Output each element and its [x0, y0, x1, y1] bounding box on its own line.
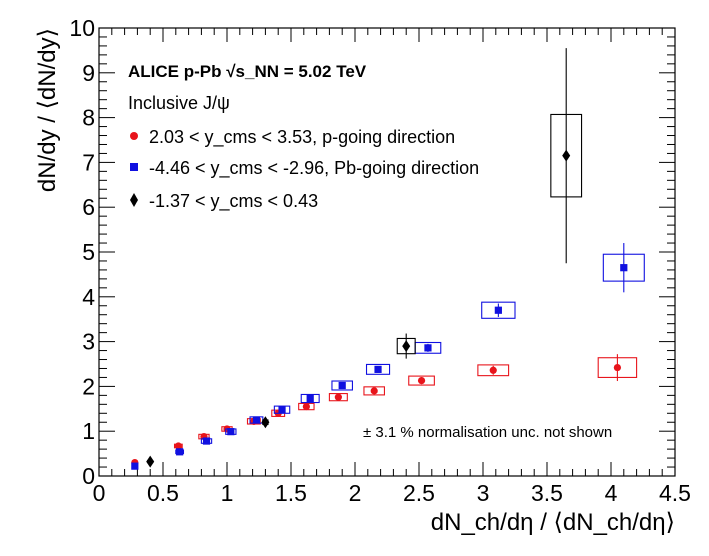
x-axis-title: dN_ch/dη / ⟨dN_ch/dη⟩	[431, 509, 675, 536]
x-tick-label: 1	[221, 480, 234, 506]
data-point	[334, 393, 342, 401]
legend-marker-mid	[130, 193, 138, 207]
sys-box	[363, 386, 385, 396]
chart-subtitle: Inclusive J/ψ	[128, 93, 230, 113]
x-tick-labels: 0 0.5 1 1.5 2 2.5 3 3.5 4 4.5	[93, 480, 691, 506]
data-point	[562, 149, 571, 162]
data-point	[261, 416, 270, 429]
y-tick-label: 1	[82, 418, 95, 444]
x-tick-label: 3.5	[531, 480, 563, 506]
data-point	[402, 340, 411, 353]
y-tick-label: 4	[82, 284, 95, 310]
data-point	[174, 442, 182, 450]
x-tick-label: 1.5	[275, 480, 307, 506]
data-point	[202, 437, 211, 445]
y-tick-label: 5	[82, 239, 95, 265]
data-point	[417, 376, 426, 385]
y-tick-label: 10	[69, 15, 95, 41]
legend-marker-p-going	[130, 132, 138, 140]
data-point	[620, 264, 628, 272]
y-tick-label: 9	[82, 60, 95, 86]
sys-box	[300, 393, 320, 404]
sys-box	[481, 301, 516, 319]
x-tick-label: 2	[349, 480, 362, 506]
data-point	[370, 387, 378, 395]
sys-box	[477, 364, 510, 377]
y-tick-label: 6	[82, 194, 95, 220]
data-point	[131, 462, 139, 470]
data-marks	[131, 48, 645, 470]
data-point	[146, 455, 155, 468]
y-tick-label: 3	[82, 329, 95, 355]
y-tick-label: 8	[82, 105, 95, 131]
legend-label-pb-going: -4.46 < y_cms < -2.96, Pb-going directio…	[149, 158, 479, 179]
legend: 2.03 < y_cms < 3.53, p-going direction -…	[130, 127, 479, 212]
series-2	[146, 48, 583, 468]
data-point	[227, 428, 235, 436]
sys-box	[331, 380, 353, 391]
y-tick-label: 0	[82, 463, 95, 489]
data-point	[252, 416, 261, 424]
y-tick-labels: 0 1 2 3 4 5 6 7 8 9 10	[69, 15, 95, 489]
data-point	[374, 365, 382, 373]
data-point	[494, 306, 502, 314]
legend-label-mid: -1.37 < y_cms < 0.43	[149, 191, 318, 212]
y-tick-label: 7	[82, 149, 95, 175]
data-point	[278, 406, 286, 414]
data-point	[176, 448, 184, 456]
series-1	[131, 243, 645, 470]
x-tick-label: 4.5	[659, 480, 691, 506]
axis-ticks	[98, 27, 676, 477]
data-point	[424, 344, 432, 352]
legend-label-p-going: 2.03 < y_cms < 3.53, p-going direction	[149, 127, 455, 148]
chart-title: ALICE p-Pb √s_NN = 5.02 TeV	[128, 62, 367, 81]
data-point	[338, 381, 346, 390]
sys-box	[365, 363, 391, 375]
x-tick-label: 3	[477, 480, 490, 506]
y-tick-label: 2	[82, 373, 95, 399]
x-tick-label: 0	[93, 480, 106, 506]
series-0	[131, 354, 638, 467]
data-point	[489, 366, 497, 374]
x-tick-label: 2.5	[403, 480, 435, 506]
y-axis-title: dN/dy / ⟨dN/dy⟩	[34, 28, 61, 192]
legend-marker-pb-going	[130, 163, 138, 171]
normalisation-note: ± 3.1 % normalisation unc. not shown	[363, 424, 612, 441]
sys-box	[408, 375, 435, 386]
data-point	[306, 394, 314, 403]
data-point	[302, 402, 310, 411]
x-tick-label: 4	[605, 480, 618, 506]
data-point	[613, 363, 622, 372]
x-tick-label: 0.5	[147, 480, 179, 506]
